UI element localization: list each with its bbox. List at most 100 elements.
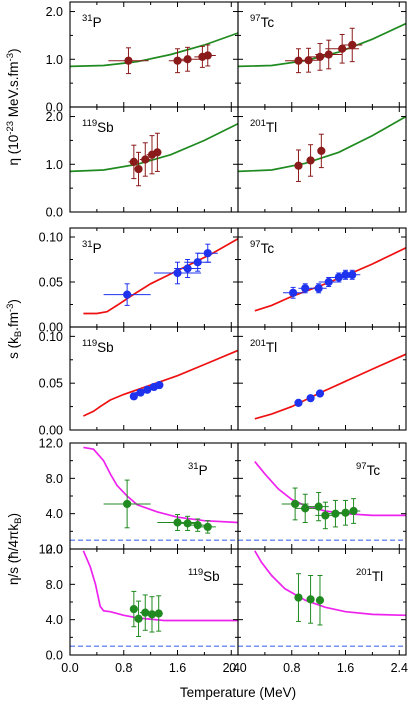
data-marker xyxy=(314,502,323,511)
data-point xyxy=(157,514,198,531)
nucleus-symbol: Tc xyxy=(261,15,275,30)
data-marker xyxy=(141,155,150,164)
data-marker xyxy=(173,518,182,527)
x-tick-label: 0.8 xyxy=(115,661,132,675)
y-tick-label: 1.0 xyxy=(46,158,63,172)
y-tick-label: 1.0 xyxy=(46,53,63,67)
nucleus-label: 201Tl xyxy=(250,118,277,135)
y-tick-label: 0.0 xyxy=(46,206,63,220)
data-point xyxy=(317,133,326,169)
nucleus-label: 31P xyxy=(188,461,208,478)
data-marker xyxy=(141,608,150,617)
y-tick-label: 8.0 xyxy=(46,578,63,592)
data-point xyxy=(129,392,138,401)
ratio-axis-title: η/s (ħ/4πkB) xyxy=(6,513,24,585)
nucleus-symbol: Sb xyxy=(97,340,114,355)
nucleus-symbol: Tc xyxy=(261,241,275,256)
data-marker xyxy=(291,499,300,509)
data-marker xyxy=(331,509,340,518)
y-tick-label: 8.0 xyxy=(46,472,63,486)
panel-frame xyxy=(69,548,239,656)
data-point xyxy=(154,595,163,632)
data-marker xyxy=(306,595,315,604)
data-point xyxy=(281,487,309,521)
data-marker xyxy=(294,161,303,170)
data-point xyxy=(141,385,153,394)
nucleus-label: 201Tl xyxy=(250,338,277,355)
nucleus-mass: 119 xyxy=(188,567,203,578)
data-marker xyxy=(294,398,303,407)
data-point xyxy=(134,151,143,187)
data-point xyxy=(325,33,359,64)
data-point xyxy=(199,520,216,534)
y-tick-label: 0.10 xyxy=(39,330,63,344)
y-tick-label: 12.0 xyxy=(39,543,63,557)
data-marker xyxy=(183,55,192,64)
panel-s-31P: 31P xyxy=(69,227,239,328)
nucleus-mass: 201 xyxy=(356,567,372,578)
nucleus-symbol: P xyxy=(199,463,208,478)
data-marker xyxy=(136,388,145,397)
data-marker xyxy=(349,506,358,516)
data-marker xyxy=(134,614,143,623)
nucleus-mass: 31 xyxy=(188,461,199,472)
data-marker xyxy=(183,264,192,273)
eta-axis-title: η (10-23 MeV.s.fm-3) xyxy=(5,49,21,166)
nucleus-symbol: Tc xyxy=(367,463,381,478)
panel-ratio-97Tc: 97Tc xyxy=(237,442,407,550)
y-tick-label: 2.0 xyxy=(46,5,63,19)
data-marker xyxy=(155,380,164,390)
nucleus-symbol: Tl xyxy=(372,569,383,584)
panel-frame xyxy=(69,442,239,550)
data-marker xyxy=(321,511,330,520)
data-point xyxy=(344,269,361,280)
panel-s-97Tc: 97Tc xyxy=(237,227,407,328)
y-tick-label: 0.10 xyxy=(39,231,63,245)
y-tick-label: 0.00 xyxy=(39,321,63,335)
data-marker xyxy=(334,273,343,282)
y-tick-label: 0.05 xyxy=(39,377,63,391)
nucleus-symbol: Sb xyxy=(203,569,220,584)
ratio-model-curve xyxy=(83,446,238,524)
data-point xyxy=(315,389,325,398)
y-tick-label: 0.0 xyxy=(46,101,63,115)
nucleus-mass: 201 xyxy=(250,338,266,349)
data-marker xyxy=(315,596,325,605)
data-marker xyxy=(317,146,326,156)
nucleus-mass: 119 xyxy=(82,118,97,129)
data-marker xyxy=(173,268,182,278)
panel-frame xyxy=(237,326,407,431)
data-point xyxy=(315,39,343,70)
data-marker xyxy=(338,44,347,53)
data-marker xyxy=(314,284,323,293)
y-tick-label: 4.0 xyxy=(46,613,63,627)
eta-model-curve xyxy=(238,115,406,173)
x-axis-title: Temperature (MeV) xyxy=(180,685,296,700)
data-marker xyxy=(193,258,202,267)
data-marker xyxy=(301,284,310,293)
data-marker xyxy=(129,392,138,401)
nucleus-mass: 31 xyxy=(82,13,93,24)
data-marker xyxy=(193,521,202,530)
nucleus-label: 97Tc xyxy=(250,239,274,256)
nucleus-symbol: Tl xyxy=(266,340,277,355)
y-tick-label: 0.0 xyxy=(46,649,63,663)
nucleus-label: 97Tc xyxy=(250,13,274,30)
panel-frame xyxy=(237,442,407,550)
nucleus-label: 201Tl xyxy=(356,567,383,584)
data-point xyxy=(310,283,327,294)
data-marker xyxy=(203,522,212,532)
y-tick-label: 0.05 xyxy=(39,276,63,290)
data-point xyxy=(134,600,143,637)
data-point xyxy=(103,283,151,306)
data-marker xyxy=(294,593,303,602)
data-marker xyxy=(124,56,133,65)
data-marker xyxy=(315,389,325,398)
data-marker xyxy=(173,56,182,65)
data-point xyxy=(294,398,303,407)
data-point xyxy=(154,261,202,285)
data-marker xyxy=(203,51,212,60)
ratio-model-curve xyxy=(254,550,406,617)
x-tick-label: 1.6 xyxy=(337,661,354,675)
data-marker xyxy=(301,504,310,513)
